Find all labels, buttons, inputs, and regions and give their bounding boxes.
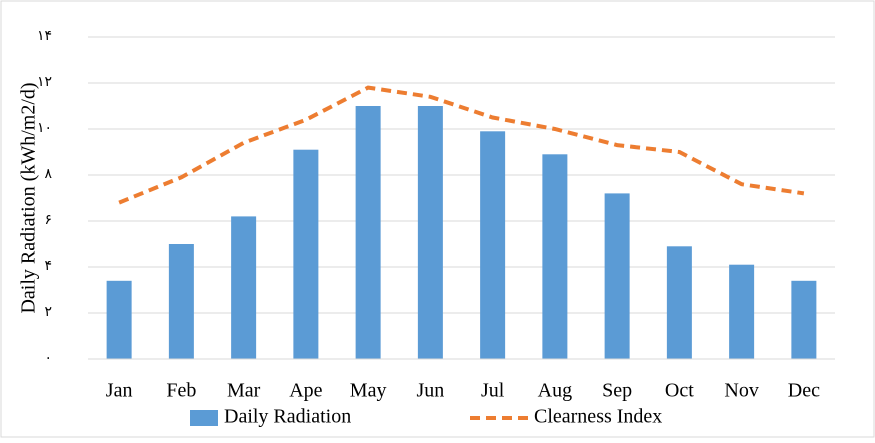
bar xyxy=(480,131,506,359)
x-tick-label: Nov xyxy=(724,380,758,402)
y-tick-label: ۱۲ xyxy=(37,75,52,90)
bar xyxy=(168,244,194,359)
bar xyxy=(231,216,257,359)
x-tick-label: Jun xyxy=(416,380,444,402)
x-tick-label: Mar xyxy=(227,380,261,402)
x-tick-label: Jul xyxy=(481,380,505,402)
bar xyxy=(604,193,630,359)
line xyxy=(118,85,805,205)
legend-swatch xyxy=(190,410,218,426)
x-tick-label: May xyxy=(350,380,387,402)
y-tick-label: ۲ xyxy=(44,305,52,320)
bar xyxy=(542,154,568,359)
bar xyxy=(417,106,443,359)
x-tick-label: Oct xyxy=(665,380,694,402)
x-tick-label: Aug xyxy=(538,380,572,402)
bar xyxy=(666,246,692,359)
bar xyxy=(106,280,132,359)
x-tick-label: Sep xyxy=(602,380,632,402)
y-tick-label: ۰ xyxy=(44,351,52,366)
bar xyxy=(791,280,817,359)
bar xyxy=(355,106,381,359)
bar xyxy=(729,264,755,359)
x-tick-label: Ape xyxy=(289,380,322,402)
legend-label: Daily Radiation xyxy=(224,406,351,428)
legend-label: Clearness Index xyxy=(534,406,662,428)
y-axis-label: Daily Radiation (kWh/m2/d) xyxy=(18,82,40,313)
y-tick-label: ۱۰ xyxy=(37,121,52,136)
y-tick-label: ۴ xyxy=(44,259,52,274)
x-tick-label: Dec xyxy=(788,380,820,402)
y-tick-label: ۶ xyxy=(44,213,52,228)
y-tick-label: ۸ xyxy=(44,167,52,182)
y-tick-label: ۱۴ xyxy=(37,29,52,44)
x-tick-label: Feb xyxy=(166,380,196,402)
bar xyxy=(293,149,319,359)
x-tick-label: Jan xyxy=(106,380,133,402)
